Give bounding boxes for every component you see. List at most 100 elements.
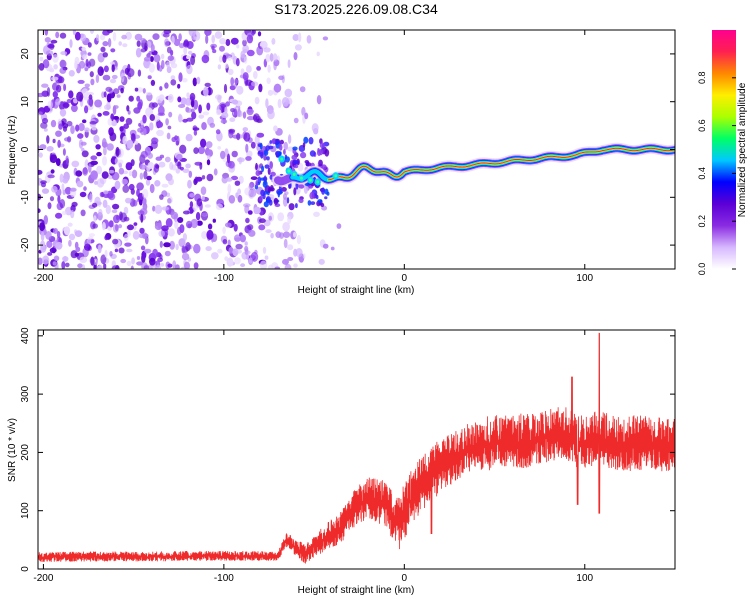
noise-blob bbox=[188, 170, 193, 178]
noise-blob bbox=[149, 114, 155, 121]
ridge-blob-core bbox=[309, 178, 312, 182]
noise-blob bbox=[167, 125, 172, 130]
spectrogram-noise-layer bbox=[38, 30, 342, 269]
noise-blob bbox=[55, 130, 62, 137]
noise-blob bbox=[149, 257, 156, 266]
noise-blob bbox=[47, 174, 55, 179]
noise-blob bbox=[237, 188, 242, 195]
noise-blob bbox=[193, 243, 201, 254]
noise-blob bbox=[219, 38, 227, 45]
noise-blob bbox=[84, 83, 91, 88]
noise-blob bbox=[201, 212, 209, 217]
noise-blob bbox=[274, 266, 281, 269]
noise-blob bbox=[216, 109, 222, 116]
noise-blob bbox=[316, 51, 320, 57]
noise-blob bbox=[64, 137, 71, 142]
noise-blob bbox=[263, 47, 271, 53]
noise-blob bbox=[186, 64, 193, 75]
noise-blob bbox=[112, 203, 120, 210]
transition-blob bbox=[291, 154, 298, 161]
noise-blob bbox=[59, 67, 67, 74]
noise-blob bbox=[221, 175, 228, 184]
noise-blob bbox=[220, 150, 226, 160]
transition-blob bbox=[268, 145, 274, 150]
noise-blob bbox=[185, 97, 192, 106]
noise-blob bbox=[201, 54, 210, 64]
noise-blob bbox=[52, 54, 59, 63]
colorbar-label: Normalized spectral amplitude bbox=[737, 82, 748, 217]
noise-blob bbox=[306, 35, 312, 44]
noise-blob bbox=[265, 53, 271, 63]
noise-blob bbox=[245, 156, 252, 161]
noise-blob bbox=[55, 241, 63, 250]
noise-blob bbox=[133, 225, 137, 231]
noise-blob bbox=[56, 231, 61, 239]
transition-blob bbox=[275, 151, 279, 158]
noise-blob bbox=[238, 175, 244, 184]
noise-blob bbox=[38, 169, 43, 175]
noise-blob bbox=[240, 263, 246, 268]
noise-blob bbox=[100, 254, 107, 265]
noise-blob bbox=[244, 248, 249, 256]
noise-blob bbox=[139, 172, 144, 180]
noise-blob bbox=[231, 150, 238, 158]
noise-blob bbox=[184, 261, 190, 269]
noise-blob bbox=[233, 223, 238, 232]
spectrogram-ridge-layer bbox=[272, 142, 675, 187]
noise-blob bbox=[170, 211, 179, 220]
noise-blob bbox=[246, 49, 255, 57]
noise-blob bbox=[266, 77, 271, 85]
noise-blob bbox=[102, 199, 108, 208]
noise-blob bbox=[185, 106, 190, 113]
noise-blob bbox=[240, 68, 245, 76]
snr-x-label: Height of straight line (km) bbox=[298, 585, 415, 596]
noise-blob bbox=[121, 178, 129, 185]
transition-blob bbox=[298, 198, 304, 204]
noise-blob bbox=[66, 98, 72, 104]
noise-blob bbox=[246, 116, 255, 121]
noise-blob bbox=[179, 224, 185, 234]
noise-blob bbox=[59, 32, 67, 39]
ridge-blob-core bbox=[300, 176, 303, 180]
noise-blob bbox=[236, 85, 244, 95]
noise-blob bbox=[84, 105, 89, 114]
noise-blob bbox=[185, 163, 191, 169]
noise-blob bbox=[76, 91, 84, 102]
noise-blob bbox=[116, 94, 121, 98]
noise-blob bbox=[234, 78, 239, 85]
noise-blob bbox=[51, 185, 58, 193]
noise-blob bbox=[293, 231, 297, 238]
y-tick-label: -10 bbox=[20, 190, 31, 205]
noise-blob bbox=[39, 56, 44, 62]
noise-blob bbox=[230, 37, 239, 45]
noise-blob bbox=[82, 167, 88, 175]
noise-blob bbox=[167, 198, 172, 204]
transition-blob bbox=[309, 191, 315, 200]
noise-blob bbox=[118, 41, 122, 46]
noise-blob bbox=[46, 87, 51, 97]
noise-blob bbox=[84, 67, 89, 72]
noise-blob bbox=[71, 104, 78, 113]
noise-blob bbox=[95, 74, 100, 83]
noise-blob bbox=[155, 264, 162, 269]
noise-blob bbox=[287, 59, 291, 68]
noise-blob bbox=[89, 30, 95, 34]
noise-blob bbox=[168, 111, 173, 118]
noise-blob bbox=[299, 86, 306, 93]
noise-blob bbox=[124, 242, 132, 247]
noise-blob bbox=[109, 78, 117, 84]
transition-blob bbox=[284, 156, 290, 163]
noise-blob bbox=[188, 30, 197, 37]
noise-blob bbox=[190, 218, 198, 229]
noise-blob bbox=[273, 83, 282, 93]
noise-blob bbox=[293, 263, 298, 268]
noise-blob bbox=[153, 54, 161, 63]
noise-blob bbox=[227, 56, 232, 61]
noise-blob bbox=[178, 114, 183, 123]
noise-blob bbox=[175, 168, 181, 174]
noise-blob bbox=[268, 215, 272, 221]
noise-blob bbox=[256, 45, 264, 56]
noise-blob bbox=[109, 61, 115, 66]
noise-blob bbox=[68, 70, 75, 77]
